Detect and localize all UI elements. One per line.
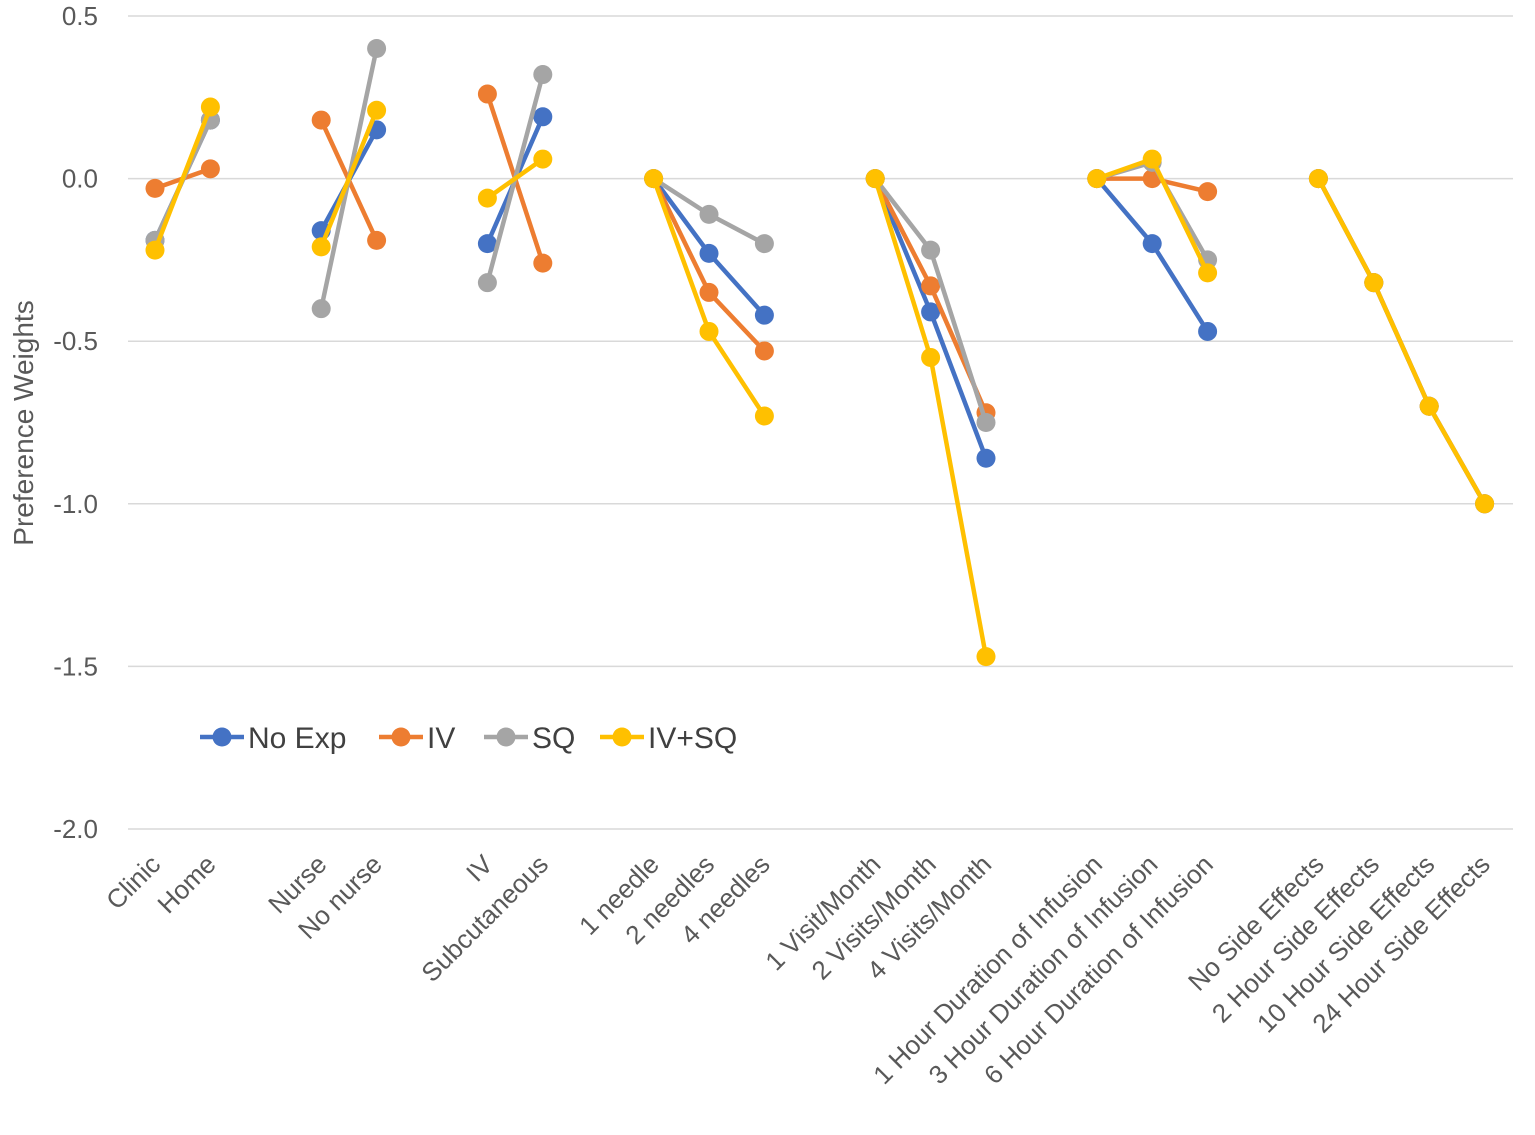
legend-label: No Exp	[248, 722, 346, 755]
point-sq	[533, 65, 553, 85]
point-iv-sq	[1308, 169, 1328, 189]
point-iv	[477, 84, 497, 104]
point-iv	[311, 110, 331, 130]
x-tick-label: 6 Hour Duration of Infusion	[978, 849, 1219, 1090]
series-line-iv-sq	[485, 156, 546, 201]
point-no-exp	[976, 448, 996, 468]
point-no-exp	[477, 234, 497, 254]
legend-item-sq: SQ	[484, 722, 575, 755]
point-no-exp	[921, 302, 941, 322]
point-iv-sq	[1475, 494, 1495, 514]
point-iv-sq	[311, 237, 331, 257]
series-line-iv-sq	[152, 104, 213, 253]
point-iv	[533, 253, 553, 273]
point-iv-sq	[644, 169, 664, 189]
series-line-iv-sq	[318, 108, 379, 250]
x-tick-label: Clinic	[100, 849, 166, 915]
point-sq	[921, 240, 941, 260]
point-sq	[699, 204, 719, 224]
series-no-exp	[145, 107, 1495, 514]
point-iv	[200, 159, 220, 179]
point-iv	[367, 230, 387, 250]
legend-label: IV+SQ	[648, 722, 737, 755]
series	[145, 39, 1495, 667]
y-tick-label: -0.5	[53, 326, 98, 356]
point-iv-sq	[1364, 273, 1384, 293]
point-iv-sq	[1142, 149, 1162, 169]
point-sq	[754, 234, 774, 254]
point-iv-sq	[1419, 396, 1439, 416]
series-iv	[145, 84, 1495, 514]
point-iv-sq	[477, 188, 497, 208]
point-sq	[311, 299, 331, 319]
point-iv-sq	[865, 169, 885, 189]
y-axis-label: Preference Weights	[8, 300, 39, 545]
y-tick-label: 0.5	[62, 1, 98, 31]
point-no-exp	[533, 107, 553, 127]
point-iv	[754, 341, 774, 361]
series-sq	[145, 39, 1495, 514]
legend-marker	[212, 727, 232, 747]
point-iv-sq	[145, 240, 165, 260]
point-iv	[699, 282, 719, 302]
x-tick-label: IV	[460, 849, 499, 888]
legend-label: SQ	[532, 722, 575, 755]
y-tick-label: -1.5	[53, 651, 98, 681]
point-no-exp	[1198, 321, 1218, 341]
y-tick-label: -2.0	[53, 814, 98, 844]
point-iv	[921, 276, 941, 296]
point-iv-sq	[699, 321, 719, 341]
y-tick-label: 0.0	[62, 164, 98, 194]
point-no-exp	[699, 243, 719, 263]
point-iv	[1198, 182, 1218, 202]
point-sq	[976, 413, 996, 432]
point-iv-sq	[367, 100, 387, 120]
legend-item-iv: IV	[379, 722, 455, 755]
y-axis-ticks: 0.5 0.0 -0.5 -1.0 -1.5 -2.0	[53, 1, 98, 844]
series-line-no-exp	[1094, 176, 1210, 334]
point-iv-sq	[533, 149, 553, 169]
legend-label: IV	[427, 722, 455, 755]
legend-marker	[391, 727, 411, 747]
point-no-exp	[754, 305, 774, 325]
legend-marker	[612, 727, 632, 747]
x-tick-label: Home	[151, 849, 221, 919]
point-sq	[477, 273, 497, 293]
point-iv-sq	[200, 97, 220, 117]
y-tick-label: -1.0	[53, 489, 98, 519]
legend-item-iv-sq: IV+SQ	[600, 722, 737, 755]
point-iv-sq	[1198, 263, 1218, 283]
point-sq	[367, 39, 387, 59]
legend-item-no-exp: No Exp	[200, 722, 346, 755]
legend-marker	[496, 727, 516, 747]
point-iv	[145, 178, 165, 198]
legend: No Exp IV SQ IV+SQ	[200, 722, 737, 755]
point-iv-sq	[1087, 169, 1107, 189]
point-no-exp	[1142, 234, 1162, 254]
grid	[128, 15, 1513, 830]
series-iv-sq	[145, 97, 1495, 667]
series-line-iv-sq	[1316, 176, 1487, 507]
point-iv-sq	[921, 347, 941, 367]
point-iv-sq	[976, 647, 996, 667]
point-iv-sq	[754, 406, 774, 426]
